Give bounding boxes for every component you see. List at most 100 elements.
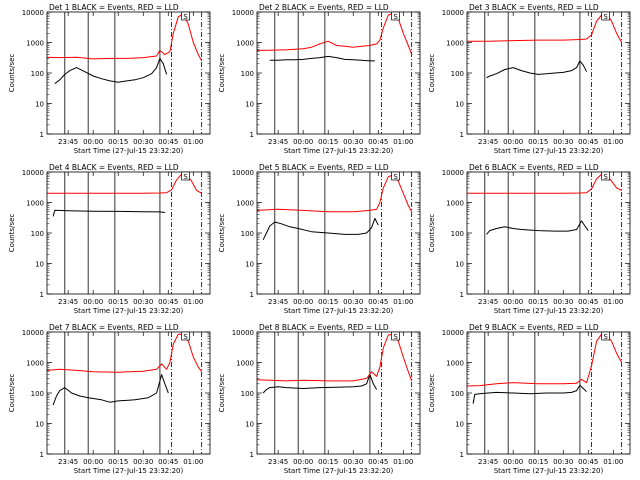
panel-title: Det 4 BLACK = Events, RED = LLD (49, 163, 179, 172)
y-tick-label: 1 (460, 291, 464, 299)
x-tick-label: 23:45 (58, 458, 78, 466)
saa-marker-label: S (183, 13, 188, 21)
saa-marker-label: S (393, 173, 398, 181)
y-tick-label: 10 (35, 101, 44, 109)
x-axis-label: Start Time (27-Jul-15 23:32:20) (284, 147, 394, 155)
saa-marker-box (391, 331, 400, 341)
x-tick-label: 00:00 (293, 298, 313, 306)
series-line-lld (256, 174, 413, 213)
detector-panel-3: Det 3 BLACK = Events, RED = LLD 1 10 100 100… (428, 3, 631, 155)
x-tick-label: 01:00 (603, 298, 623, 306)
series-line-lld (467, 13, 623, 43)
saa-marker-box (601, 171, 610, 181)
x-tick-label: 00:15 (108, 298, 128, 306)
y-tick-label: 1000 (236, 360, 254, 368)
x-tick-label: 00:30 (553, 298, 573, 306)
y-tick-label: 100 (451, 70, 464, 78)
x-tick-label: 00:00 (503, 138, 523, 146)
y-tick-label: 100 (241, 70, 254, 78)
y-tick-label: 10 (245, 421, 254, 429)
detector-panel-2: Det 2 BLACK = Events, RED = LLD 1 10 100 100… (218, 3, 421, 155)
x-tick-label: 00:45 (368, 458, 388, 466)
y-tick-label: 10000 (232, 169, 254, 177)
saa-marker-label: S (393, 333, 398, 341)
saa-marker-box (391, 11, 400, 21)
detector-panel-7: Det 7 BLACK = Events, RED = LLD 1 10 100 100… (8, 323, 211, 475)
x-tick-label: 00:30 (553, 138, 573, 146)
y-axis-label: Counts/sec (428, 374, 436, 413)
x-tick-label: 00:00 (503, 298, 523, 306)
y-tick-label: 1 (250, 451, 254, 459)
x-tick-label: 00:00 (293, 138, 313, 146)
series-line-events (262, 217, 379, 241)
detector-panel-5: Det 5 BLACK = Events, RED = LLD 1 10 100 100… (218, 163, 421, 315)
y-tick-label: 1000 (26, 360, 44, 368)
series-line-events (54, 57, 168, 84)
x-tick-label: 01:00 (393, 458, 413, 466)
saa-marker-box (181, 11, 190, 21)
x-tick-label: 23:45 (478, 458, 498, 466)
saa-marker-box (391, 171, 400, 181)
series-line-lld (47, 173, 202, 194)
y-tick-label: 10000 (22, 169, 44, 177)
x-tick-label: 00:15 (528, 298, 548, 306)
x-tick-label: 01:00 (183, 458, 203, 466)
x-tick-label: 00:30 (553, 458, 573, 466)
x-tick-label: 00:45 (368, 138, 388, 146)
y-tick-label: 1000 (26, 200, 44, 208)
plot-frame (46, 171, 211, 295)
y-axis-label: Counts/sec (218, 374, 226, 413)
y-axis-label: Counts/sec (428, 214, 436, 253)
x-tick-label: 00:15 (528, 138, 548, 146)
x-tick-label: 00:45 (158, 138, 178, 146)
y-tick-label: 100 (451, 230, 464, 238)
plot-frame (46, 331, 211, 455)
x-tick-label: 00:00 (293, 458, 313, 466)
panel-title: Det 1 BLACK = Events, RED = LLD (49, 3, 179, 12)
y-tick-label: 10 (35, 421, 44, 429)
x-tick-label: 00:15 (318, 298, 338, 306)
x-axis-label: Start Time (27-Jul-15 23:32:20) (284, 307, 394, 315)
y-tick-label: 10000 (232, 329, 254, 337)
series-line-events (52, 209, 165, 217)
saa-marker-label: S (603, 333, 608, 341)
plot-frame (256, 331, 421, 455)
plot-frame (256, 171, 421, 295)
x-axis-label: Start Time (27-Jul-15 23:32:20) (494, 307, 604, 315)
panel-title: Det 9 BLACK = Events, RED = LLD (469, 323, 599, 332)
y-axis-label: Counts/sec (8, 374, 16, 413)
x-axis-label: Start Time (27-Jul-15 23:32:20) (74, 307, 184, 315)
x-tick-label: 00:45 (368, 298, 388, 306)
x-tick-label: 00:30 (133, 138, 153, 146)
x-tick-label: 00:15 (528, 458, 548, 466)
y-tick-label: 100 (241, 390, 254, 398)
x-tick-label: 00:30 (343, 298, 363, 306)
detector-panel-8: Det 8 BLACK = Events, RED = LLD 1 10 100 100… (218, 323, 421, 475)
series-line-lld (256, 12, 413, 55)
x-tick-label: 23:45 (58, 298, 78, 306)
y-tick-label: 100 (241, 230, 254, 238)
detector-panel-1: Det 1 BLACK = Events, RED = LLD 1 10 100 100… (8, 3, 211, 155)
plot-frame (466, 331, 631, 455)
y-tick-label: 10000 (232, 9, 254, 17)
x-tick-label: 00:30 (343, 138, 363, 146)
panel-title: Det 5 BLACK = Events, RED = LLD (259, 163, 389, 172)
y-tick-label: 10 (455, 101, 464, 109)
series-line-events (269, 55, 375, 62)
panel-title: Det 7 BLACK = Events, RED = LLD (49, 323, 179, 332)
y-tick-label: 1 (40, 291, 44, 299)
series-line-lld (466, 333, 623, 387)
saa-marker-label: S (183, 333, 188, 341)
y-tick-label: 1000 (446, 200, 464, 208)
y-tick-label: 10000 (442, 9, 464, 17)
detector-panel-9: Det 9 BLACK = Events, RED = LLD 1 10 100 100… (428, 323, 631, 475)
x-tick-label: 00:30 (343, 458, 363, 466)
series-line-lld (467, 173, 622, 194)
y-tick-label: 1 (460, 451, 464, 459)
y-tick-label: 1 (460, 131, 464, 139)
panel-title: Det 6 BLACK = Events, RED = LLD (469, 163, 599, 172)
y-axis-label: Counts/sec (8, 214, 16, 253)
x-axis-label: Start Time (27-Jul-15 23:32:20) (494, 147, 604, 155)
x-axis-label: Start Time (27-Jul-15 23:32:20) (494, 467, 604, 475)
